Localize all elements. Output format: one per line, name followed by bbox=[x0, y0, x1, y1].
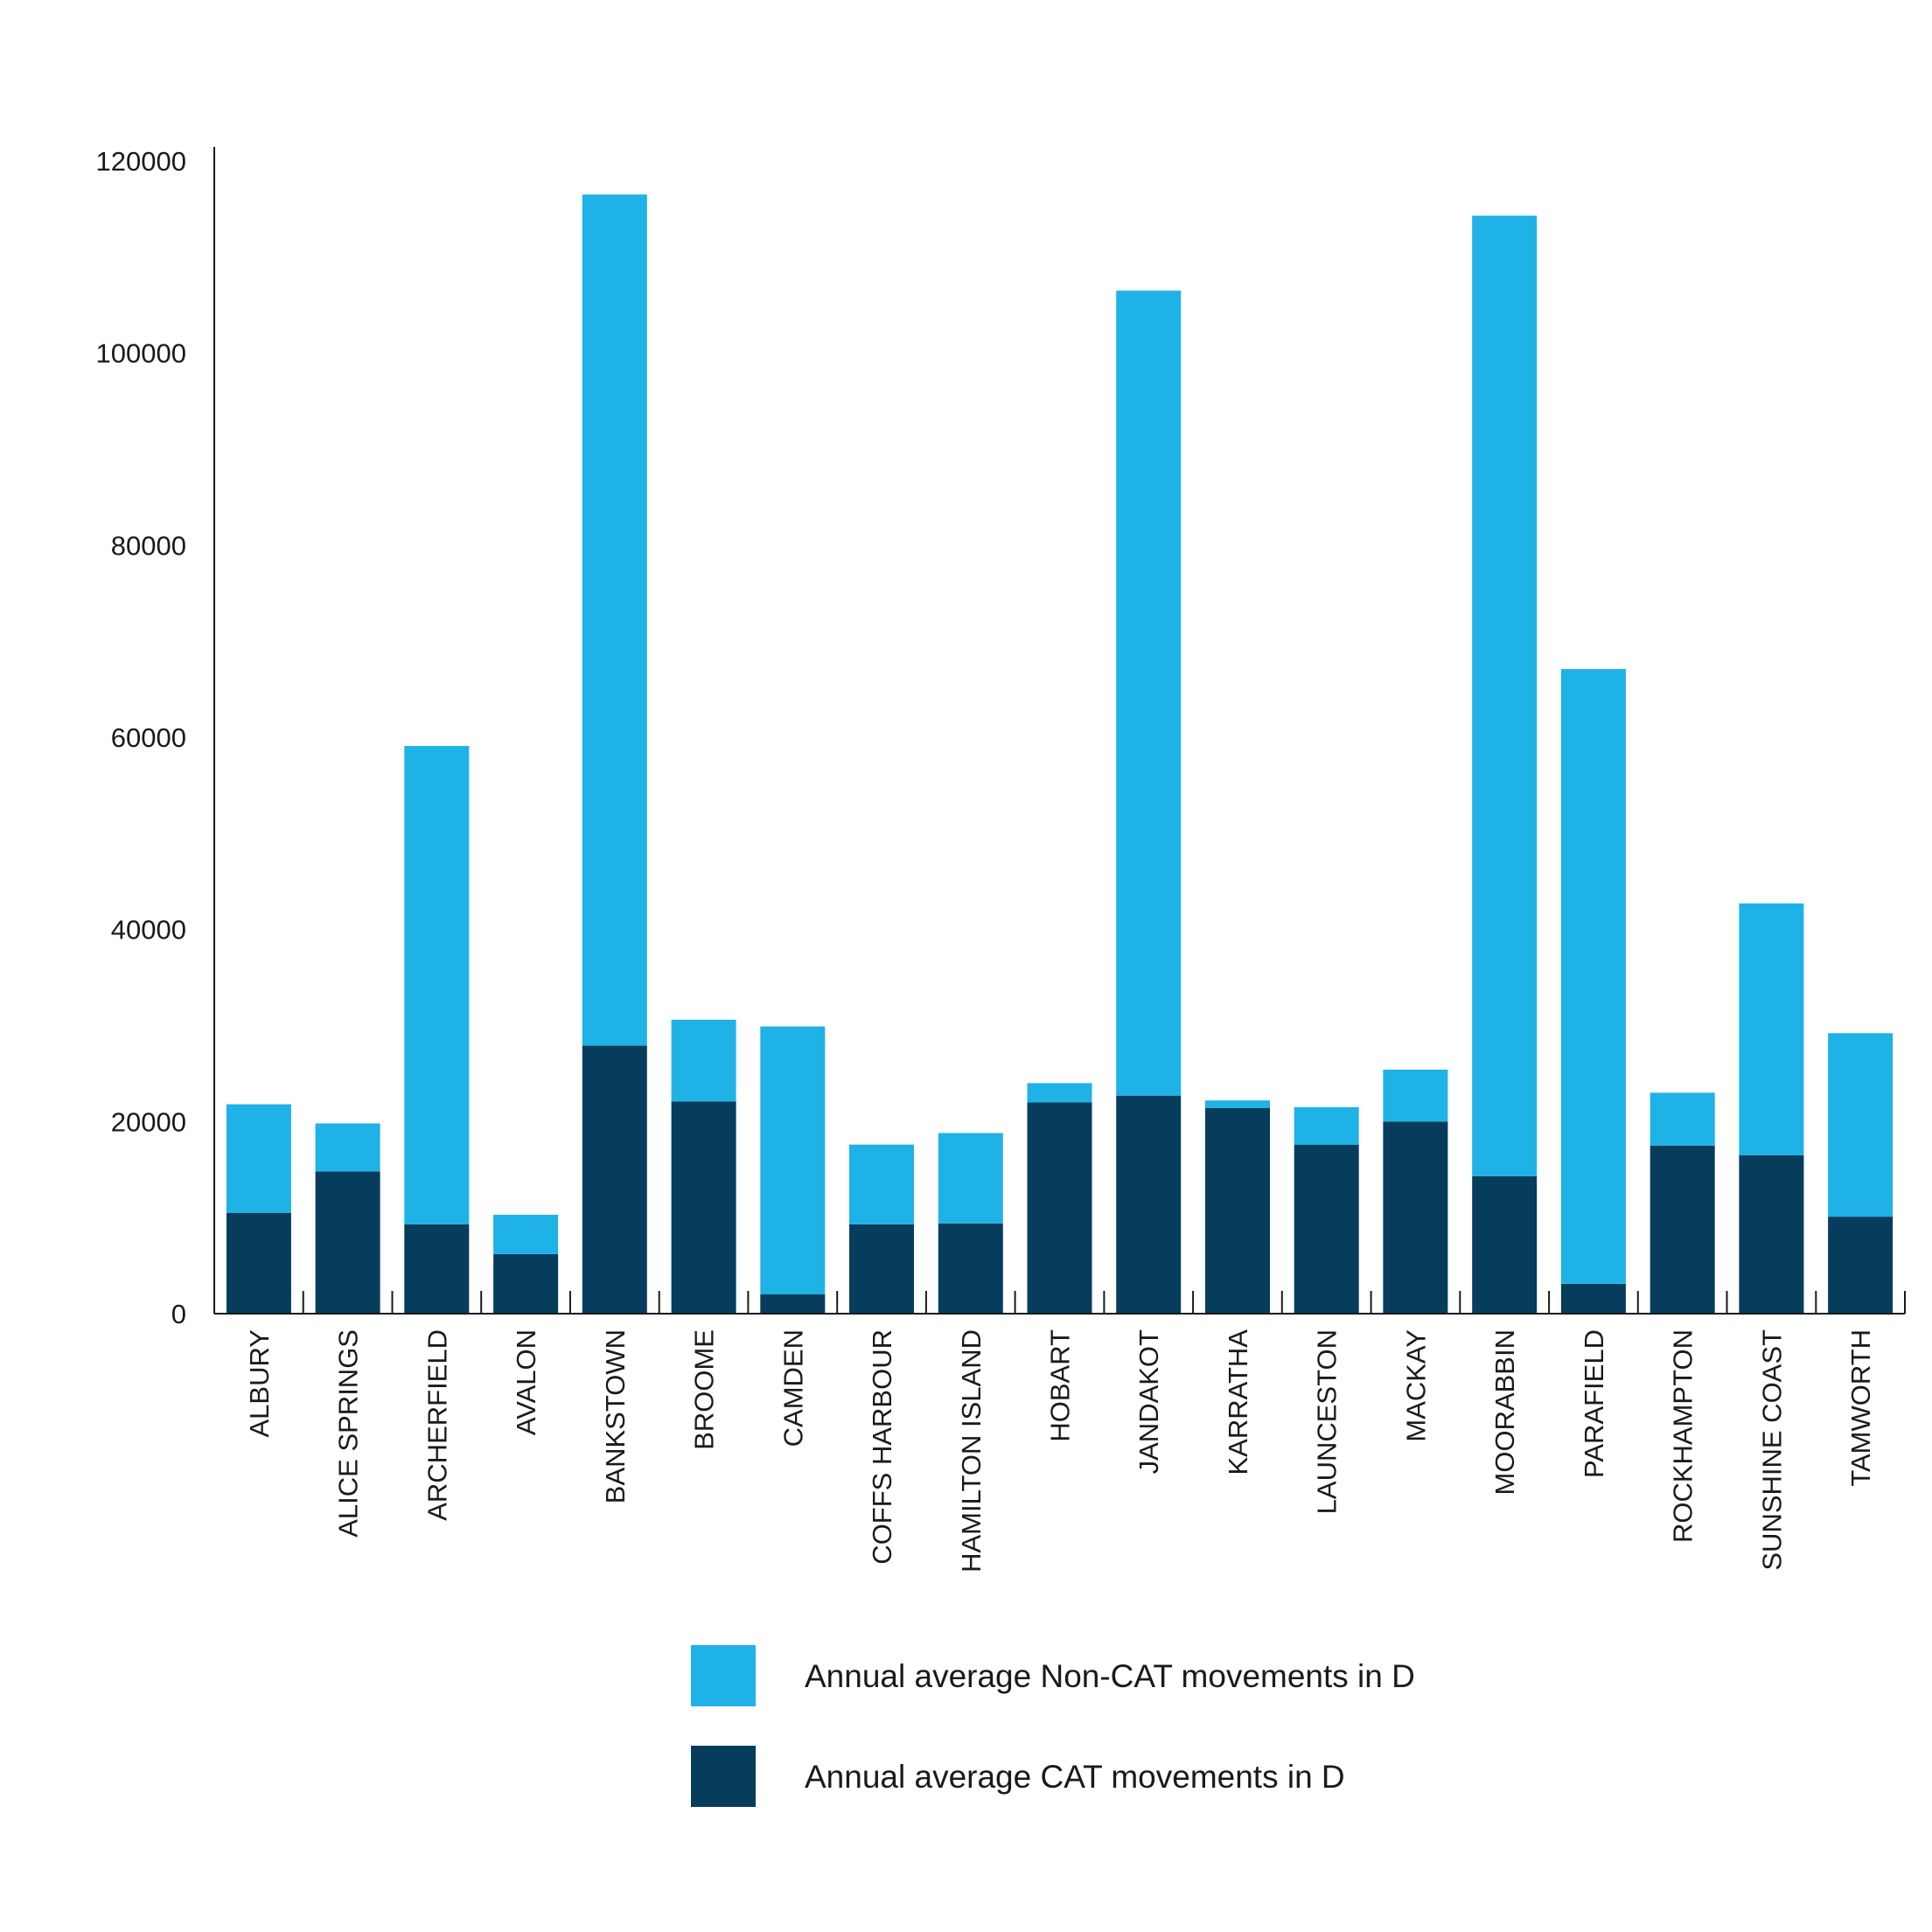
bar-broome-non-cat bbox=[671, 1019, 736, 1102]
legend-label-non-cat: Annual average Non-CAT movements in D bbox=[805, 1658, 1415, 1694]
bar-karratha-non-cat bbox=[1205, 1100, 1270, 1108]
bar-bankstown-cat bbox=[582, 1045, 647, 1314]
y-tick-label: 80000 bbox=[111, 530, 186, 561]
category-label-tamworth: TAMWORTH bbox=[1845, 1329, 1876, 1487]
y-tick-label: 20000 bbox=[111, 1106, 186, 1137]
bar-sunshine-coast-non-cat bbox=[1739, 903, 1804, 1155]
bar-parafield-cat bbox=[1560, 1284, 1626, 1314]
y-tick-label: 100000 bbox=[96, 338, 186, 369]
category-label-moorabbin: MOORABBIN bbox=[1489, 1329, 1520, 1495]
category-label-archerfield: ARCHERFIELD bbox=[422, 1329, 452, 1521]
category-label-coffs-harbour: COFFS HARBOUR bbox=[867, 1329, 897, 1565]
bar-coffs-harbour-cat bbox=[849, 1224, 914, 1314]
x-tick-marks bbox=[213, 1291, 1906, 1314]
legend: Annual average Non-CAT movements in D An… bbox=[691, 1645, 1415, 1807]
bar-launceston-non-cat bbox=[1294, 1106, 1359, 1145]
category-label-avalon: AVALON bbox=[511, 1329, 541, 1435]
bar-jandakot-non-cat bbox=[1116, 290, 1182, 1096]
bar-hobart-non-cat bbox=[1027, 1083, 1092, 1103]
category-label-hobart: HOBART bbox=[1045, 1329, 1076, 1442]
category-label-bankstown: BANKSTOWN bbox=[600, 1329, 631, 1503]
bar-tamworth-non-cat bbox=[1828, 1033, 1894, 1217]
bar-bankstown-non-cat bbox=[582, 194, 647, 1046]
bar-parafield-non-cat bbox=[1560, 669, 1626, 1284]
bars-layer bbox=[226, 194, 1894, 1314]
bar-hamilton-island-cat bbox=[938, 1223, 1003, 1314]
bar-rockhampton-cat bbox=[1650, 1145, 1715, 1314]
category-label-mackay: MACKAY bbox=[1400, 1329, 1431, 1442]
bar-mackay-non-cat bbox=[1383, 1070, 1448, 1122]
category-label-karratha: KARRATHA bbox=[1223, 1329, 1253, 1475]
legend-swatch-cat bbox=[691, 1746, 756, 1807]
bar-tamworth-cat bbox=[1828, 1217, 1894, 1314]
bar-camden-non-cat bbox=[760, 1026, 826, 1294]
y-tick-label: 0 bbox=[171, 1299, 186, 1329]
category-label-camden: CAMDEN bbox=[778, 1329, 808, 1447]
bar-moorabbin-cat bbox=[1472, 1175, 1538, 1314]
y-tick-label: 40000 bbox=[111, 915, 186, 945]
category-label-hamilton-island: HAMILTON ISLAND bbox=[956, 1329, 987, 1573]
y-tick-label: 60000 bbox=[111, 722, 186, 753]
category-label-jandakot: JANDAKOT bbox=[1133, 1329, 1164, 1474]
y-tick-labels: 0 20000 40000 60000 80000 100000 120000 bbox=[96, 146, 215, 1329]
category-label-parafield: PARAFIELD bbox=[1579, 1329, 1609, 1478]
category-label-rockhampton: ROCKHAMPTON bbox=[1668, 1329, 1698, 1543]
category-label-albury: ALBURY bbox=[244, 1329, 275, 1438]
bar-broome-cat bbox=[671, 1101, 736, 1314]
category-label-broome: BROOME bbox=[689, 1329, 720, 1450]
bar-avalon-non-cat bbox=[493, 1214, 559, 1254]
bar-jandakot-cat bbox=[1116, 1095, 1182, 1314]
legend-swatch-non-cat bbox=[691, 1645, 756, 1706]
bar-albury-non-cat bbox=[226, 1104, 291, 1213]
bar-moorabbin-non-cat bbox=[1472, 215, 1538, 1176]
bar-karratha-cat bbox=[1205, 1108, 1270, 1314]
legend-label-cat: Annual average CAT movements in D bbox=[805, 1759, 1345, 1795]
bar-sunshine-coast-cat bbox=[1739, 1154, 1804, 1314]
bar-rockhampton-non-cat bbox=[1650, 1092, 1715, 1146]
bar-mackay-cat bbox=[1383, 1121, 1448, 1314]
category-label-alice-springs: ALICE SPRINGS bbox=[333, 1329, 364, 1538]
bar-hamilton-island-non-cat bbox=[938, 1133, 1003, 1224]
bar-archerfield-non-cat bbox=[404, 745, 470, 1224]
bar-albury-cat bbox=[226, 1212, 291, 1314]
bar-hobart-cat bbox=[1027, 1102, 1092, 1314]
bar-coffs-harbour-non-cat bbox=[849, 1144, 914, 1224]
category-label-launceston: LAUNCESTON bbox=[1312, 1329, 1343, 1514]
bar-archerfield-cat bbox=[404, 1224, 470, 1314]
bar-camden-cat bbox=[760, 1294, 826, 1314]
bar-avalon-cat bbox=[493, 1253, 559, 1314]
category-labels: ALBURY ALICE SPRINGS ARCHERFIELD AVALON BANK… bbox=[244, 1329, 1876, 1573]
bar-alice-springs-cat bbox=[315, 1171, 380, 1314]
category-label-sunshine-coast: SUNSHINE COAST bbox=[1756, 1329, 1787, 1571]
axes-layer bbox=[213, 147, 1905, 1315]
bar-alice-springs-non-cat bbox=[315, 1123, 380, 1172]
bar-launceston-cat bbox=[1294, 1144, 1359, 1314]
y-tick-label: 120000 bbox=[96, 146, 186, 177]
